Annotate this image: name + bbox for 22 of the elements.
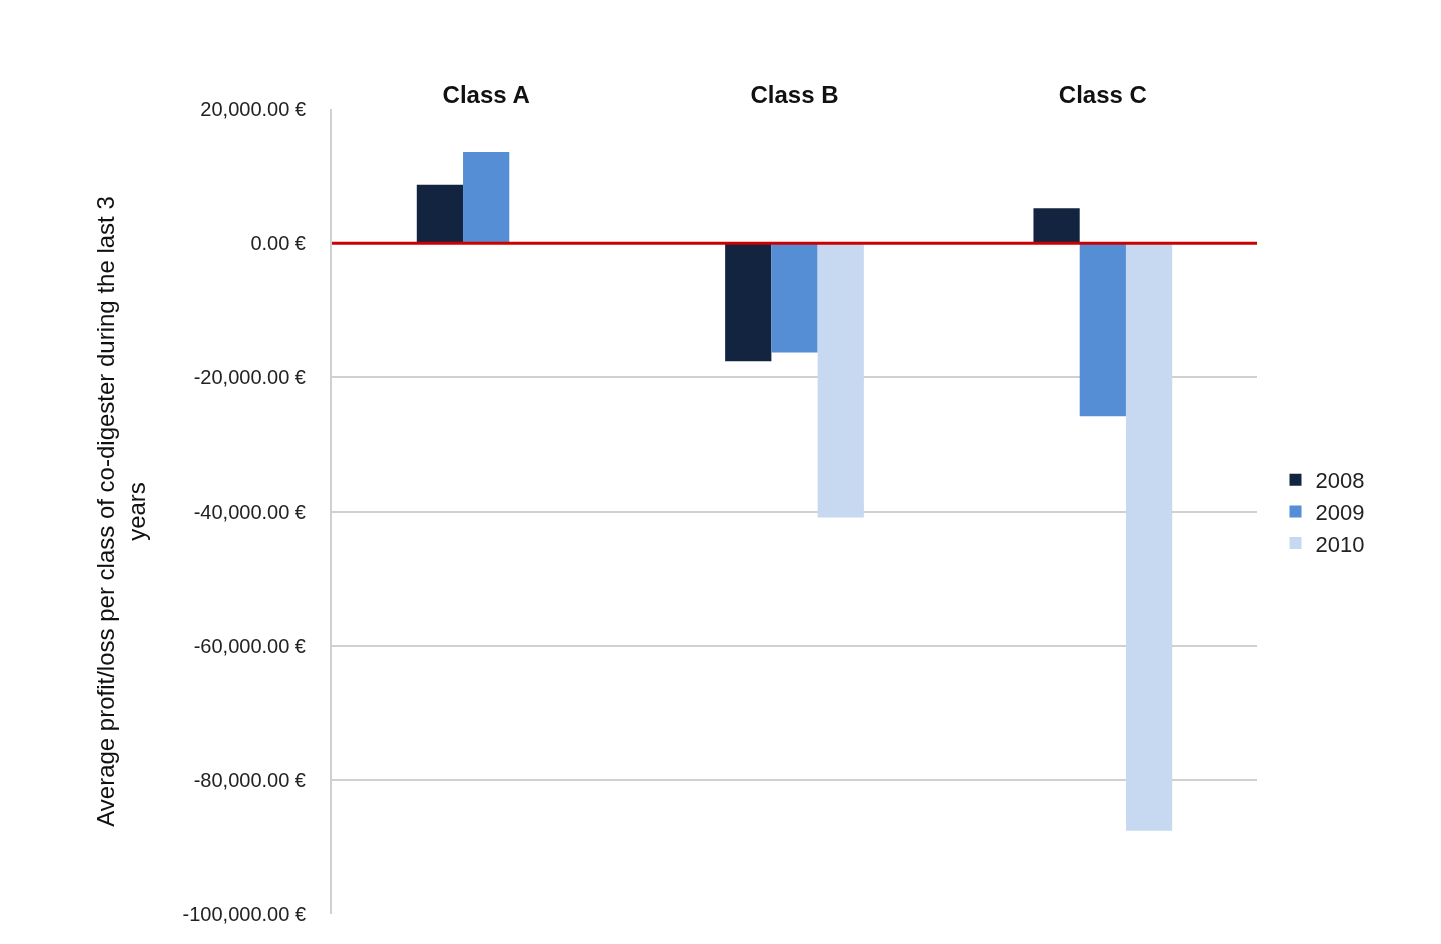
y-tick-label: 20,000.00 €	[200, 98, 306, 120]
y-axis-title: Average profit/loss per class of co-digester during the last 3 years	[91, 196, 151, 827]
y-tick-label: -80,000.00 €	[193, 768, 306, 791]
bar	[1125, 243, 1173, 831]
bar	[416, 184, 464, 244]
y-tick-label: 0.00 €	[250, 232, 306, 255]
y-tick-label: -60,000.00 €	[193, 634, 306, 657]
bar	[771, 243, 818, 353]
bar	[725, 243, 772, 362]
legend-label: 2010	[1315, 531, 1365, 557]
y-tick-label: -40,000.00 €	[193, 500, 306, 523]
bar	[463, 151, 510, 244]
bar	[1033, 208, 1080, 244]
x-tick-label: Class C	[1058, 81, 1147, 109]
x-tick-label: Class A	[442, 81, 530, 109]
x-tick-label: Class B	[750, 81, 839, 109]
y-tick-label: -20,000.00 €	[193, 366, 306, 389]
bar	[1079, 243, 1126, 417]
legend-label: 2008	[1315, 468, 1365, 494]
legend-label: 2009	[1315, 499, 1365, 525]
bar	[817, 243, 864, 518]
y-tick-label: -100,000.00 €	[182, 903, 306, 925]
